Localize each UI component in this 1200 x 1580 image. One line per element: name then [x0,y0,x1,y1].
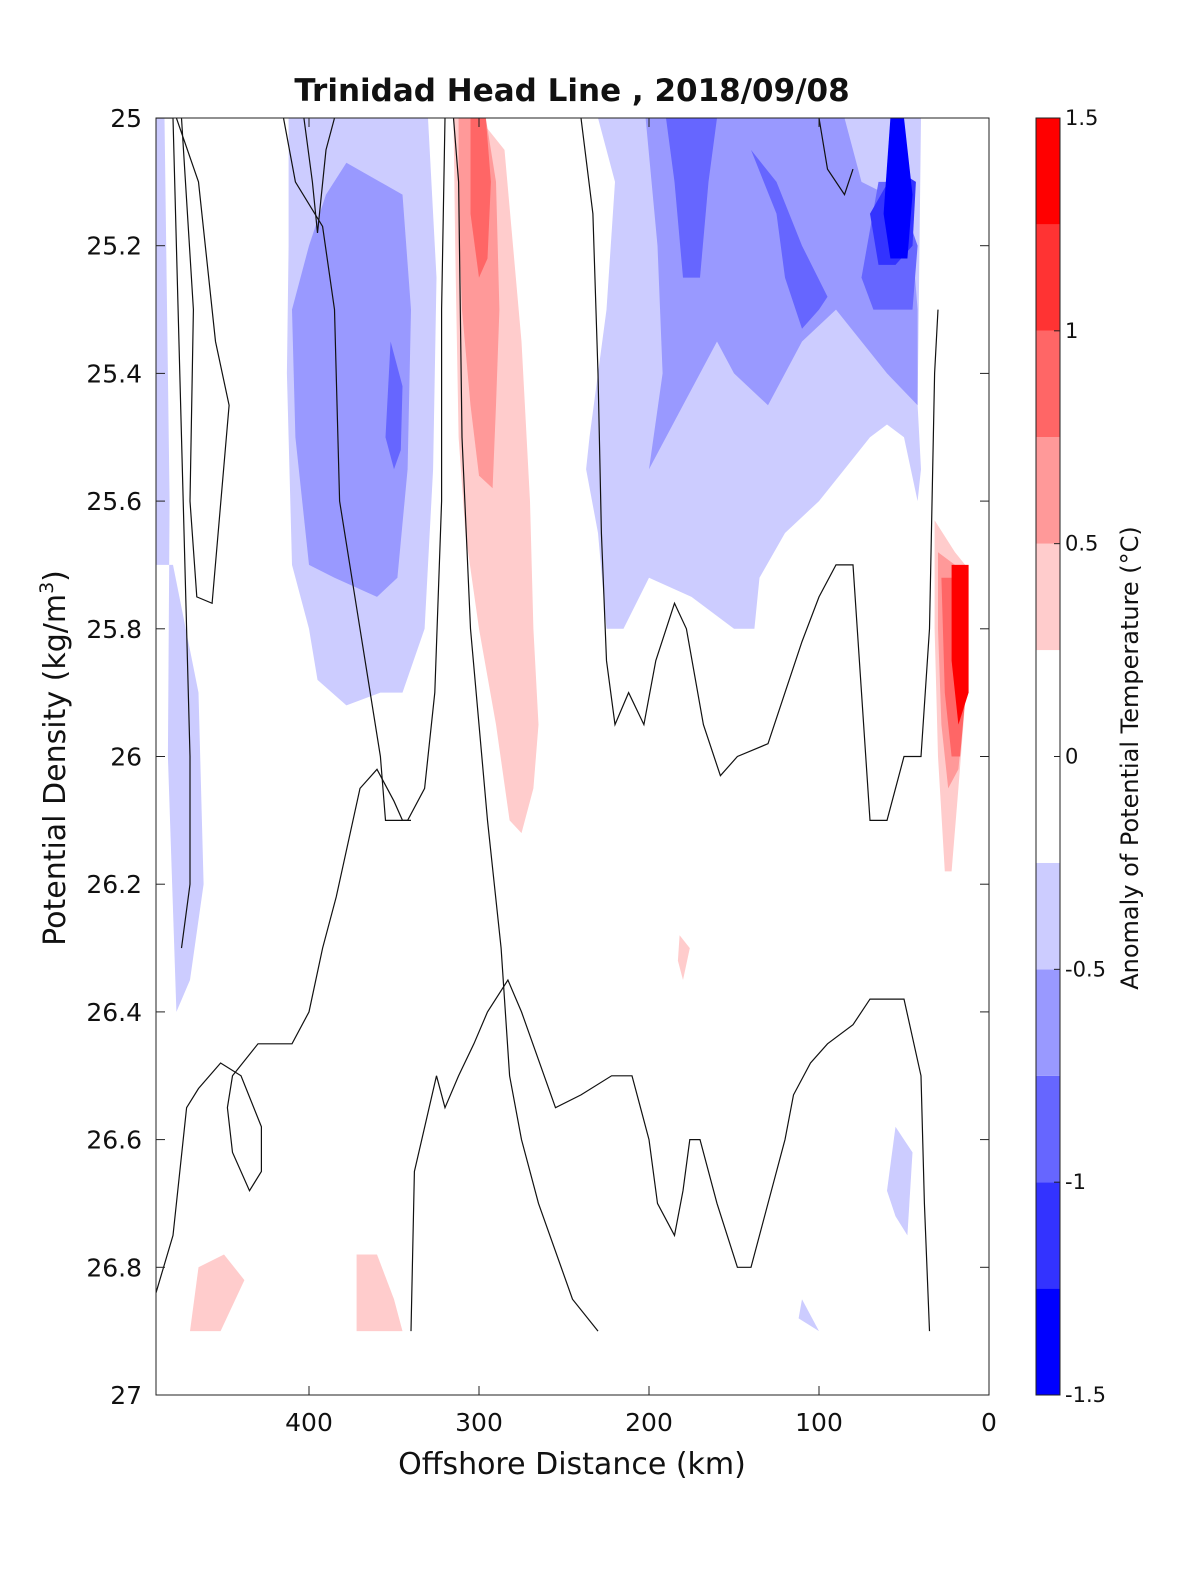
y-tick-label: 25.2 [86,232,142,261]
zero-contour-line-8 [156,768,411,1293]
anomaly-region-22 [887,1126,913,1236]
anomaly-regions [156,118,969,1332]
y-tick-label: 25.6 [86,487,142,516]
y-axis-label-superscript: 3 [36,582,58,594]
x-tick-label: 400 [285,1408,333,1437]
colorbar-tick-label: -0.5 [1065,957,1106,981]
anomaly-region-23 [798,1299,819,1332]
colorbar-cell-5 [1036,862,1060,970]
x-tick-label: 0 [981,1408,997,1437]
y-tick-label: 27 [110,1381,142,1410]
zero-contour-line-7 [818,118,854,196]
colorbar-cell-8 [1036,437,1060,544]
colorbar-label: Anomaly of Potential Temperature (°C) [1116,526,1144,990]
colorbar: 1.5 1 0.5 0 -0.5 -1 -1.5 Anomaly of Potential … [1035,106,1144,1407]
y-tick-label: 26.2 [86,870,142,899]
colorbar-cell-7 [1036,543,1060,651]
anomaly-region-18 [951,564,969,725]
zero-contour-line-6 [580,118,939,822]
zero-contour-line-2 [175,118,230,605]
anomaly-region-6 [645,118,918,470]
anomaly-region-4 [385,341,403,470]
colorbar-tick-label: 1 [1065,319,1078,343]
y-tick-label: 26.8 [86,1253,142,1282]
colorbar-cell-10 [1036,224,1060,331]
colorbar-tick-label: 0.5 [1065,532,1098,556]
x-tick-label: 100 [795,1408,843,1437]
y-tick-label: 26.6 [86,1126,142,1155]
zero-contour-line-9 [410,978,931,1332]
colorbar-cell-3 [1036,1075,1060,1183]
anomaly-region-1 [156,118,204,1012]
colorbar-cell-2 [1036,1182,1060,1289]
colorbar-tick-label: -1 [1065,1170,1086,1194]
anomaly-region-21 [677,935,690,980]
anomaly-region-11 [883,118,913,259]
y-axis-label: Potential Density (kg/m3) [36,570,73,946]
x-axis-label: Offshore Distance (km) [398,1447,746,1482]
y-tick-label: 26 [110,743,142,772]
y-tick-label: 25.4 [86,359,142,388]
y-axis-label-main: Potential Density (kg/m [38,594,73,946]
zero-contours [156,118,939,1332]
anomaly-region-19 [190,1254,245,1332]
anomaly-region-20 [356,1254,403,1332]
colorbar-tick-label: 1.5 [1065,106,1098,130]
chart-title: Trinidad Head Line , 2018/09/08 [294,73,849,109]
plot-area: 400 300 200 100 0 25 25.2 25.4 25.6 25.8 26 26.2 26… [86,104,997,1437]
colorbar-cell-11 [1036,118,1060,225]
x-tick-label: 200 [625,1408,673,1437]
anomaly-region-3 [292,162,411,597]
colorbar-cell-4 [1036,969,1060,1076]
x-tick-label: 300 [455,1408,503,1437]
zero-contour-line-5 [452,118,599,1332]
y-tick-label: 25 [110,104,142,133]
zero-contour-line-1 [156,118,191,949]
y-axis-label-tail: ) [38,570,73,582]
anomaly-region-14 [470,118,491,278]
y-axis-ticks: 25 25.2 25.4 25.6 25.8 26 26.2 26.4 26.6 26.8 27 [86,104,989,1410]
y-tick-label: 25.8 [86,615,142,644]
y-tick-label: 26.4 [86,998,142,1027]
colorbar-cells [1036,118,1060,1395]
anomaly-region-7 [666,118,717,278]
colorbar-cell-9 [1036,330,1060,438]
colorbar-cell-1 [1036,1288,1060,1395]
colorbar-ticks: 1.5 1 0.5 0 -0.5 -1 -1.5 [1054,106,1106,1407]
colorbar-tick-label: -1.5 [1065,1383,1106,1407]
zero-contour-line-4 [303,118,336,233]
x-axis-ticks: 400 300 200 100 0 [285,118,997,1437]
zero-contour-line-3 [282,118,446,822]
colorbar-tick-label: 0 [1065,745,1078,769]
anomaly-region-8 [751,149,828,329]
